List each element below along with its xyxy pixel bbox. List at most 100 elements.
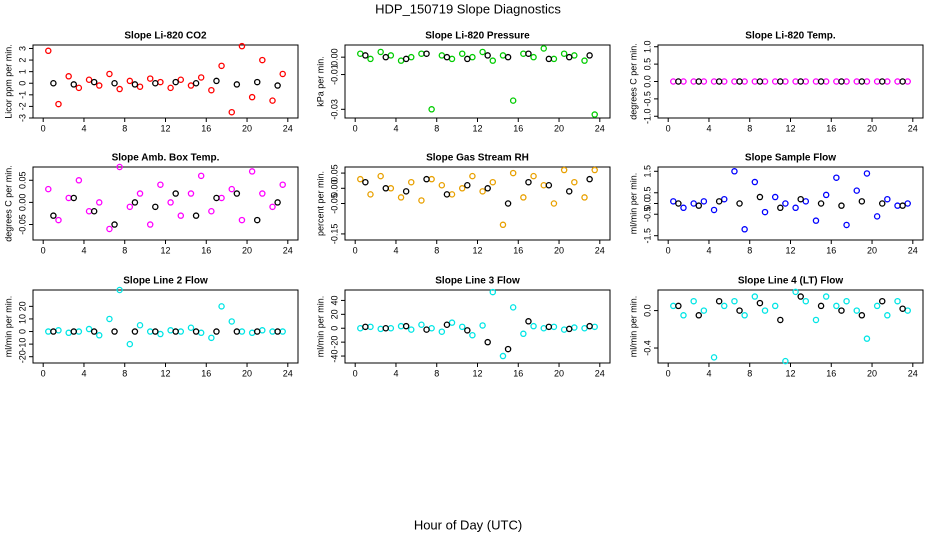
data-point — [233, 81, 241, 88]
data-point — [565, 53, 573, 61]
x-tick-label: 4 — [393, 245, 398, 255]
data-point — [586, 322, 593, 330]
data-point — [736, 307, 743, 314]
data-point — [269, 97, 276, 104]
data-point — [525, 318, 532, 325]
y-axis-label: degrees C per min. — [628, 43, 638, 120]
x-tick-label: 24 — [908, 245, 918, 255]
data-point — [700, 307, 708, 314]
data-point — [259, 56, 266, 64]
data-point — [675, 200, 682, 207]
data-point — [838, 202, 845, 209]
data-point — [715, 78, 723, 85]
data-point — [504, 200, 512, 207]
x-tick-label: 4 — [81, 368, 86, 378]
data-point — [565, 188, 573, 195]
x-tick-label: 16 — [201, 245, 211, 255]
data-point — [581, 324, 588, 332]
data-point — [126, 340, 134, 348]
data-point — [443, 321, 451, 329]
x-tick-label: 16 — [826, 123, 836, 133]
data-point — [259, 190, 266, 197]
data-point — [680, 312, 687, 319]
data-point — [873, 302, 881, 310]
data-point — [509, 169, 517, 177]
data-point — [218, 62, 225, 70]
data-point — [192, 212, 200, 219]
data-point — [560, 50, 568, 57]
data-point — [65, 73, 72, 80]
data-point — [111, 79, 118, 87]
y-tick-label: -20 — [17, 350, 27, 363]
data-point — [469, 331, 476, 339]
data-point — [55, 216, 62, 224]
x-tick-label: 12 — [160, 245, 170, 255]
data-point — [213, 77, 220, 85]
y-tick-label: -0.15 — [329, 224, 339, 245]
data-point — [525, 178, 532, 186]
data-point — [690, 297, 697, 305]
data-point — [817, 200, 825, 207]
data-point — [812, 316, 820, 324]
data-point — [822, 293, 830, 300]
data-point — [873, 213, 881, 220]
data-point — [484, 338, 491, 346]
x-tick-label: 20 — [867, 368, 877, 378]
panel-title: Slope Line 3 Flow — [435, 276, 520, 287]
x-tick-label: 8 — [122, 123, 127, 133]
y-tick-label: 0.0 — [642, 197, 652, 210]
data-point — [131, 328, 139, 335]
data-point — [70, 328, 78, 335]
x-tick-label: 12 — [160, 368, 170, 378]
data-point — [479, 322, 486, 329]
data-point — [50, 79, 57, 87]
y-tick-label: 0.5 — [642, 58, 652, 71]
data-point — [545, 323, 553, 331]
y-tick-label: -10 — [17, 338, 27, 351]
data-point — [238, 42, 246, 50]
data-point — [428, 106, 435, 113]
data-point — [146, 221, 154, 228]
data-point — [55, 100, 62, 108]
data-point — [690, 200, 697, 207]
data-point — [822, 191, 830, 199]
data-point — [756, 193, 764, 201]
x-tick-label: 4 — [81, 123, 86, 133]
data-point — [279, 181, 286, 188]
data-point — [838, 78, 845, 85]
data-point — [520, 194, 527, 201]
data-point — [233, 190, 241, 197]
data-point — [736, 78, 743, 85]
y-tick-label: 40 — [329, 295, 339, 305]
data-point — [90, 328, 98, 335]
data-point — [464, 55, 471, 63]
x-tick-label: 24 — [595, 245, 605, 255]
data-point — [45, 47, 52, 55]
x-tick-label: 0 — [41, 123, 46, 133]
data-point — [710, 354, 718, 361]
data-point — [761, 208, 769, 216]
y-tick-label: -2 — [17, 102, 27, 110]
x-tick-label: 24 — [283, 368, 293, 378]
data-point — [520, 330, 527, 338]
data-point — [489, 178, 497, 186]
y-tick-label: 3 — [17, 46, 27, 51]
data-point — [362, 178, 369, 186]
x-tick-label: 8 — [122, 245, 127, 255]
data-point — [731, 297, 738, 305]
x-tick-label: 20 — [867, 123, 877, 133]
data-point — [489, 288, 497, 296]
data-point — [838, 307, 845, 314]
x-tick-label: 0 — [666, 245, 671, 255]
data-point — [402, 322, 410, 330]
data-point — [530, 172, 537, 180]
y-tick-label: 0.00 — [17, 194, 27, 212]
data-point — [721, 302, 728, 310]
data-point — [530, 53, 537, 61]
data-point — [565, 325, 573, 333]
data-point — [197, 74, 205, 81]
data-point — [777, 316, 784, 324]
data-point — [152, 328, 159, 335]
data-point — [469, 172, 476, 180]
x-tick-label: 12 — [472, 368, 482, 378]
